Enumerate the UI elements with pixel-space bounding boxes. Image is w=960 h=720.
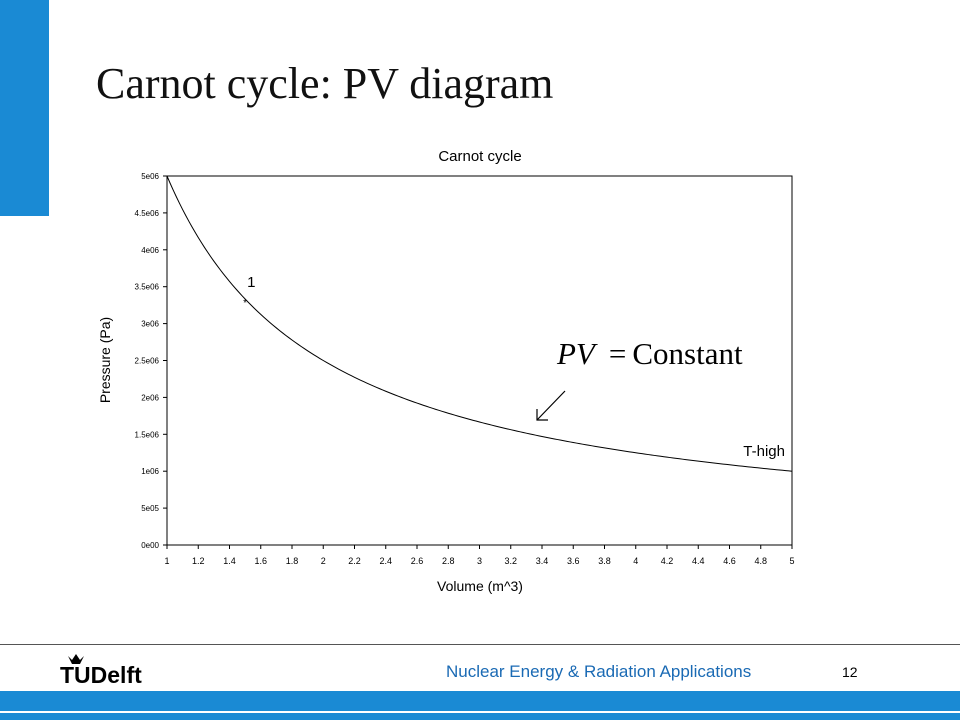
x-tick-label: 1.6 — [254, 556, 267, 566]
y-tick-label: 4e06 — [141, 246, 159, 255]
x-tick-label: 3.6 — [567, 556, 580, 566]
logo-text: TUDelft — [60, 662, 142, 688]
x-tick-label: 1 — [164, 556, 169, 566]
footer-divider — [0, 644, 960, 645]
x-tick-label: 4.4 — [692, 556, 705, 566]
series-layer: T-high — [166, 175, 793, 472]
x-tick-label: 2.6 — [411, 556, 424, 566]
x-tick-label: 3.8 — [598, 556, 611, 566]
point-label: 1 — [247, 274, 255, 291]
page-number: 12 — [842, 664, 858, 680]
footer-text: Nuclear Energy & Radiation Applications — [446, 662, 752, 681]
x-tick-label: 1.8 — [286, 556, 299, 566]
equation-constant: Constant — [632, 336, 743, 371]
y-tick-label: 2e06 — [141, 393, 159, 402]
x-tick-label: 2 — [321, 556, 326, 566]
x-tick-label: 2.4 — [379, 556, 392, 566]
footer-band-bottom — [0, 713, 960, 720]
x-axis-label: Volume (m^3) — [437, 578, 523, 594]
x-tick-label: 1.4 — [223, 556, 236, 566]
slide-accent-bar — [0, 0, 49, 216]
chart-title: Carnot cycle — [438, 148, 521, 165]
x-tick-label: 5 — [789, 556, 794, 566]
point-layer: *1 — [243, 274, 255, 309]
point-marker: * — [243, 298, 247, 309]
series-line-t-high — [166, 175, 793, 472]
x-axis: 1 1.2 1.4 1.6 1.8 2 2.2 2.4 2.6 2.8 3 3.2 3.4 3.6 3.8 4… — [164, 545, 795, 566]
slide-title: Carnot cycle: PV diagram — [96, 59, 554, 108]
x-tick-label: 4 — [633, 556, 638, 566]
equation-equals: = — [608, 336, 627, 371]
series-label: T-high — [743, 443, 785, 460]
x-tick-label: 1.2 — [192, 556, 205, 566]
x-tick-label: 3.2 — [504, 556, 517, 566]
y-axis: 0e00 5e05 1e06 1.5e06 2e06 2.5e06 3e06 3.5e06 4e… — [135, 172, 167, 550]
x-tick-label: 4.8 — [754, 556, 767, 566]
y-tick-label: 0e00 — [141, 541, 159, 550]
x-tick-label: 2.8 — [442, 556, 455, 566]
x-tick-label: 4.6 — [723, 556, 736, 566]
x-tick-label: 3.4 — [536, 556, 549, 566]
equation-pv: PV — [557, 336, 595, 371]
y-tick-label: 3.5e06 — [135, 283, 160, 292]
equation-annotation: PV = Constant — [557, 336, 743, 372]
y-tick-label: 3e06 — [141, 320, 159, 329]
y-tick-label: 5e06 — [141, 172, 159, 181]
y-tick-label: 4.5e06 — [135, 209, 160, 218]
y-axis-label: Pressure (Pa) — [97, 317, 113, 403]
y-tick-label: 1e06 — [141, 467, 159, 476]
y-tick-label: 5e05 — [141, 504, 159, 513]
footer-band — [0, 691, 960, 711]
x-tick-label: 2.2 — [348, 556, 361, 566]
x-tick-label: 3 — [477, 556, 482, 566]
tu-delft-logo-mark: TUDelft — [60, 654, 142, 688]
tu-delft-logo: TUDelft — [58, 648, 158, 693]
y-tick-label: 2.5e06 — [135, 357, 160, 366]
y-tick-label: 1.5e06 — [135, 430, 160, 439]
arrow-down-left-icon — [536, 390, 566, 421]
x-tick-label: 4.2 — [661, 556, 674, 566]
